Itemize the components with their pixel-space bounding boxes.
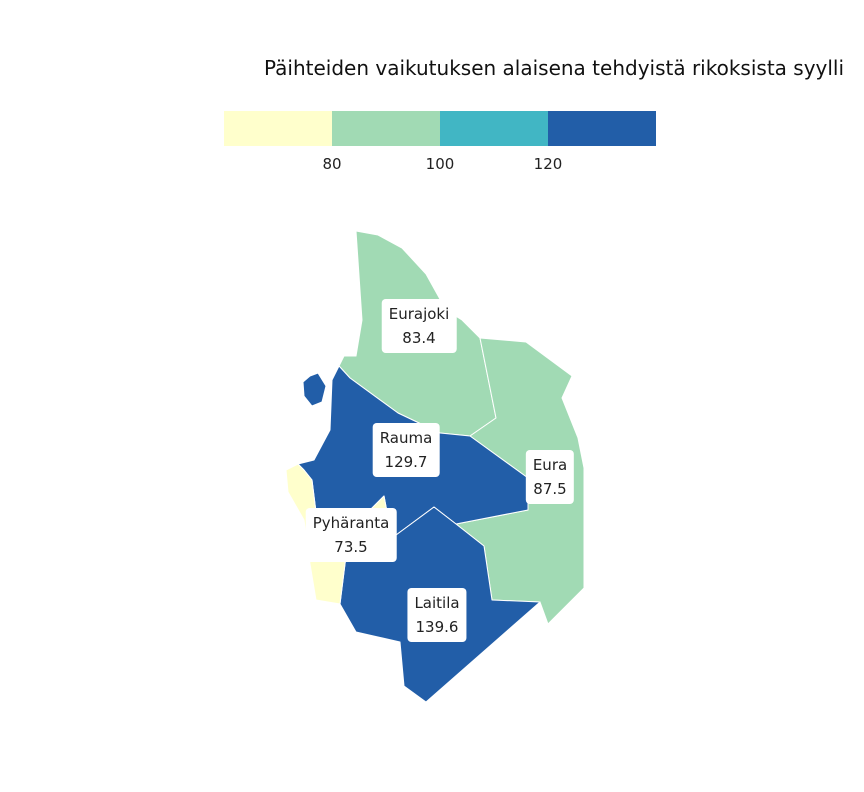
region-value: 87.5: [533, 480, 567, 498]
map-title: Päihteiden vaikutuksen alaisena tehdyist…: [264, 56, 845, 80]
region-value: 129.7: [384, 453, 428, 471]
legend-swatch-3: [440, 111, 548, 146]
legend-swatch-2: [332, 111, 440, 146]
region-name: Laitila: [414, 594, 460, 612]
region-label-eura: Eura 87.5: [525, 450, 575, 504]
legend-swatch-1: [224, 111, 332, 146]
legend-swatch-4: [548, 111, 656, 146]
region-name: Pyhäranta: [312, 514, 390, 532]
region-value: 73.5: [334, 538, 368, 556]
region-label-eurajoki: Eurajoki 83.4: [381, 299, 457, 353]
color-legend: [224, 111, 656, 146]
region-name: Rauma: [379, 429, 433, 447]
legend-tick-100: 100: [425, 155, 455, 173]
legend-tick-80: 80: [322, 155, 342, 173]
region-label-rauma: Rauma 129.7: [372, 423, 440, 477]
region-label-pyharanta: Pyhäranta 73.5: [305, 508, 397, 562]
region-label-laitila: Laitila 139.6: [407, 588, 467, 642]
legend-tick-120: 120: [533, 155, 563, 173]
region-name: Eurajoki: [388, 305, 450, 323]
region-name: Eura: [532, 456, 568, 474]
region-value: 83.4: [402, 329, 436, 347]
region-value: 139.6: [415, 618, 459, 636]
region-rauma-island[interactable]: [302, 372, 327, 407]
